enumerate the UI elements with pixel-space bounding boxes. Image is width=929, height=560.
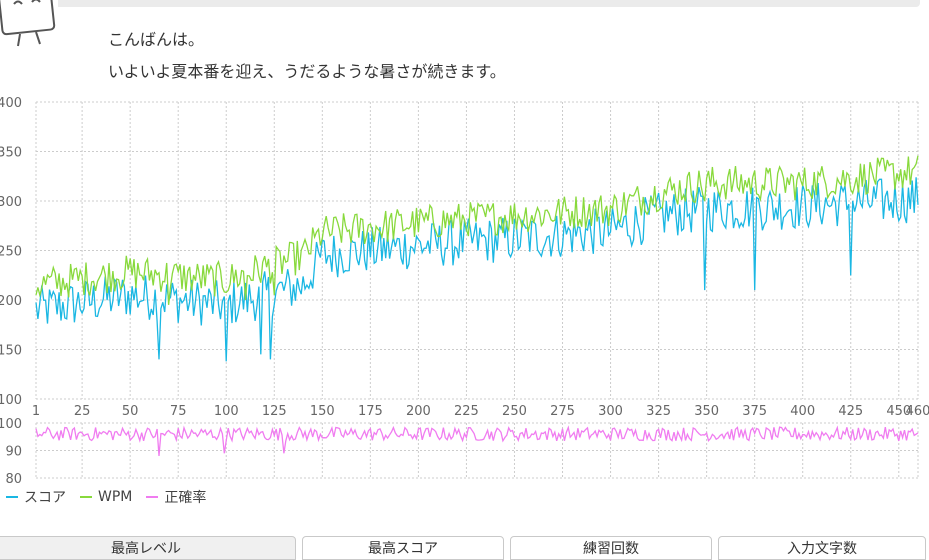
legend-label-score: スコア	[24, 490, 66, 506]
tab-max-level[interactable]: 最高レベル	[0, 536, 296, 560]
x-tick-label: 350	[694, 404, 719, 419]
y-tick-label: 350	[0, 146, 22, 161]
x-tick-label: 400	[790, 404, 815, 419]
legend-item-score[interactable]: スコア	[6, 487, 66, 507]
legend-item-accuracy[interactable]: 正確率	[146, 487, 206, 507]
greeting-line-2: いよいよ夏本番を迎え、うだるような暑さが続きます。	[108, 62, 506, 81]
x-tick-label: 300	[598, 404, 623, 419]
tab-max-score[interactable]: 最高スコア	[302, 536, 504, 560]
x-tick-label: 450	[886, 404, 911, 419]
series-line-score	[35, 177, 919, 362]
tab-input-chars[interactable]: 入力文字数	[718, 536, 926, 560]
y-tick-label: 250	[0, 245, 22, 260]
greeting-line-1: こんばんは。	[108, 30, 205, 49]
y-tick-label: 80	[5, 472, 22, 484]
y-tick-label: 300	[0, 195, 22, 210]
legend-swatch-wpm	[80, 496, 92, 498]
x-tick-label: 375	[742, 404, 767, 419]
x-tick-label: 100	[214, 404, 239, 419]
y-tick-label: 400	[0, 96, 22, 111]
x-tick-label: 25	[74, 404, 91, 419]
series-line-wpm	[35, 155, 919, 305]
y-tick-label: 150	[0, 344, 22, 359]
legend-swatch-accuracy	[146, 496, 159, 498]
legend-label-accuracy: 正確率	[164, 490, 207, 506]
chart-legend: スコア WPM 正確率	[6, 487, 206, 507]
x-tick-label: 50	[122, 404, 139, 419]
x-tick-label: 200	[406, 404, 431, 419]
y-tick-label: 200	[0, 294, 22, 309]
header-bar	[58, 0, 920, 7]
x-tick-label: 275	[550, 404, 575, 419]
x-tick-label: 425	[838, 404, 863, 419]
stats-tab-bar: 最高レベル 最高スコア 練習回数 入力文字数	[0, 536, 929, 560]
y-tick-label: 90	[5, 445, 22, 460]
legend-item-wpm[interactable]: WPM	[80, 487, 132, 507]
y-tick-label: 100	[0, 393, 22, 408]
x-tick-label: 175	[358, 404, 383, 419]
x-tick-label: 75	[170, 404, 187, 419]
y-tick-label: 100	[0, 417, 22, 432]
x-tick-label: 250	[502, 404, 527, 419]
tab-practice-count[interactable]: 練習回数	[510, 536, 712, 560]
x-tick-label: 325	[646, 404, 671, 419]
x-tick-label: 1	[32, 404, 40, 419]
mascot-character-icon	[0, 0, 56, 47]
legend-swatch-score	[6, 496, 18, 498]
legend-label-wpm: WPM	[98, 489, 133, 505]
x-tick-label: 150	[310, 404, 335, 419]
x-tick-label: 460	[906, 404, 929, 419]
x-tick-label: 225	[454, 404, 479, 419]
series-line-accuracy	[35, 425, 919, 457]
x-tick-label: 125	[262, 404, 287, 419]
